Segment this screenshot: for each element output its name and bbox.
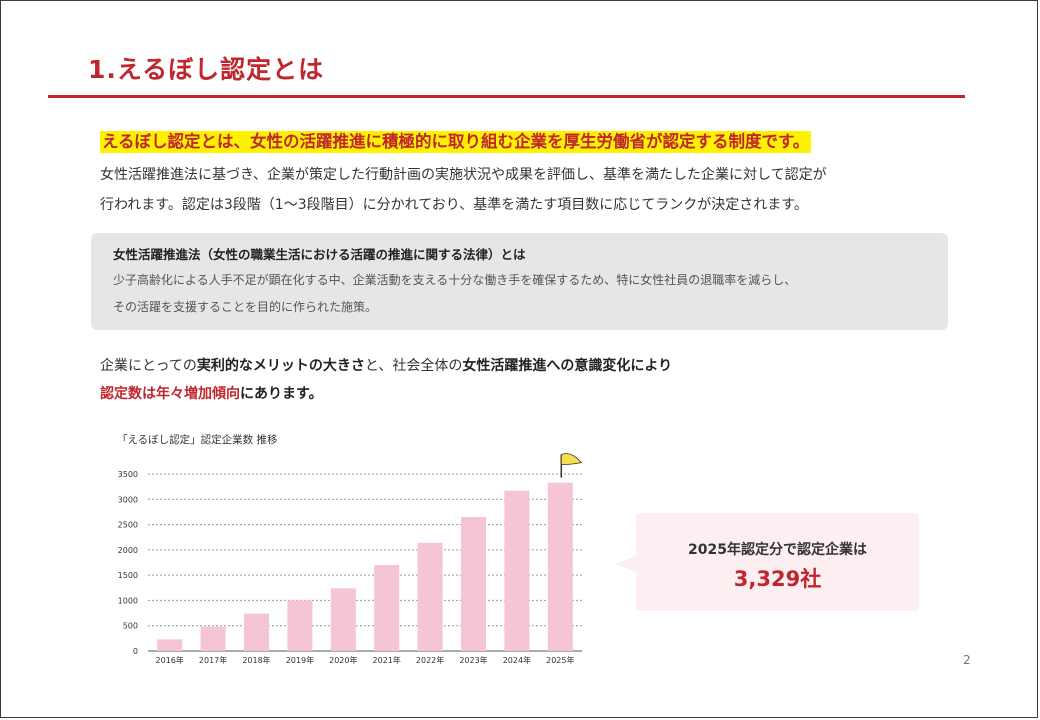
summary-part-3: と、社会全体の <box>364 358 463 374</box>
summary-part-4: 女性活躍推進への意識変化により <box>462 358 673 374</box>
callout-text: 2025年認定分で認定企業は <box>688 542 867 558</box>
x-tick-label: 2024年 <box>503 655 531 665</box>
y-tick-label: 3000 <box>118 495 138 504</box>
summary-part-1: 企業にとっての <box>100 358 197 374</box>
law-info-box: 女性活躍推進法（女性の職業生活における活躍の推進に関する法律）とは 少子高齢化に… <box>91 233 948 330</box>
lead-highlight: えるぼし認定とは、女性の活躍推進に積極的に取り組む企業を厚生労働省が認定する制度… <box>100 131 812 153</box>
x-tick-label: 2022年 <box>416 655 444 665</box>
bar <box>461 516 486 651</box>
summary-text: 企業にとっての実利的なメリットの大きさと、社会全体の女性活躍推進への意識変化によ… <box>100 352 672 408</box>
bar <box>330 588 356 651</box>
chart-title: 「えるぼし認定」認定企業数 推移 <box>117 434 278 446</box>
law-box-line-2: その活躍を支援することを目的に作られた施策。 <box>113 300 378 314</box>
x-tick-label: 2021年 <box>373 655 401 665</box>
y-tick-label: 1500 <box>118 571 138 580</box>
y-tick-label: 0 <box>133 647 138 656</box>
bar <box>417 542 443 651</box>
x-tick-label: 2017年 <box>199 655 227 665</box>
y-tick-label: 3500 <box>118 470 138 479</box>
y-tick-label: 1000 <box>118 596 138 605</box>
y-tick-label: 2500 <box>118 521 138 530</box>
law-box-heading: 女性活躍推進法（女性の職業生活における活躍の推進に関する法律）とは <box>113 247 526 262</box>
callout-box: 2025年認定分で認定企業は 3,329社 <box>614 513 919 611</box>
x-tick-label: 2016年 <box>156 655 184 665</box>
y-tick-label: 500 <box>123 622 138 631</box>
lead-line-2: 行われます。認定は3段階（1〜3段階目）に分かれており、基準を満たす項目数に応じ… <box>100 197 808 213</box>
callout-value: 3,329社 <box>733 567 822 591</box>
y-tick-label: 2000 <box>118 546 138 555</box>
flag-icon <box>560 453 583 466</box>
page-title: 1.えるぼし認定とは <box>88 55 325 84</box>
x-tick-label: 2018年 <box>242 655 270 665</box>
summary-part-5: 認定数は年々増加傾向 <box>100 386 240 402</box>
bar <box>547 482 573 651</box>
law-box-line-1: 少子高齢化による人手不足が顕在化する中、企業活動を支える十分な働き手を確保するた… <box>113 273 797 287</box>
summary-part-6: にあります。 <box>240 386 323 402</box>
bar-chart: 0 500 1000 1500 2000 2500 3000 3500 2016年 2017年 20… <box>118 453 583 665</box>
x-tick-label: 2019年 <box>286 655 314 665</box>
bar <box>504 490 530 651</box>
summary-part-2: 実利的なメリットの大きさ <box>196 358 365 374</box>
x-tick-label: 2025年 <box>546 655 574 665</box>
law-box-body: 少子高齢化による人手不足が顕在化する中、企業活動を支える十分な働き手を確保するた… <box>113 267 948 321</box>
lead-line-1: 女性活躍推進法に基づき、企業が策定した行動計画の実施状況や成果を評価し、基準を満… <box>100 167 827 183</box>
bar <box>287 600 313 651</box>
title-divider <box>48 95 965 98</box>
summary-line-2: 認定数は年々増加傾向にあります。 <box>100 380 672 408</box>
lead-paragraph: 女性活躍推進法に基づき、企業が策定した行動計画の実施状況や成果を評価し、基準を満… <box>100 160 950 220</box>
bar <box>200 626 226 651</box>
x-tick-label: 2020年 <box>329 655 357 665</box>
page-number: 2 <box>963 653 971 667</box>
bar <box>244 613 269 651</box>
x-tick-label: 2023年 <box>459 655 487 665</box>
bar <box>374 565 400 651</box>
summary-line-1: 企業にとっての実利的なメリットの大きさと、社会全体の女性活躍推進への意識変化によ… <box>100 352 672 380</box>
bar <box>157 639 183 651</box>
